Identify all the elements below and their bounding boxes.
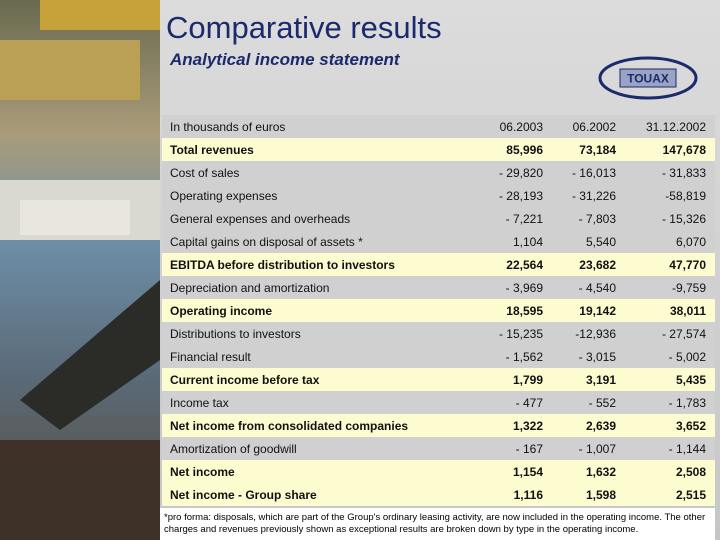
cell-value: 2,515 [675,488,706,502]
row-label: Net income from consolidated companies [170,419,409,433]
table-row: Amortization of goodwill - 167 - 1,007 - 1,… [162,437,715,460]
cell-value: - 28,193 [498,189,543,203]
column-header: In thousands of euros [170,120,286,134]
table-row: Operating expenses - 28,193 - 31,226 -58,81… [162,184,715,207]
table-row: Net income - Group share 1,116 1,598 2,515 [162,483,715,506]
cell-value: - 29,820 [498,166,543,180]
header-row: In thousands of euros 06.2003 06.2002 31.12… [162,115,715,138]
cell-value: - 15,326 [661,212,706,226]
table-row: Distributions to investors - 15,235 -12,93… [162,322,715,345]
cell-value: - 7,221 [505,212,543,226]
cell-value: - 477 [515,396,543,410]
cell-value: 18,595 [506,304,543,318]
row-label: Capital gains on disposal of assets * [170,235,363,249]
table-row: Net income 1,154 1,632 2,508 [162,460,715,483]
cell-value: - 15,235 [498,327,543,341]
cell-value: - 31,226 [571,189,616,203]
row-label: Net income [170,465,235,479]
cell-value: - 167 [515,442,543,456]
cell-value: 19,142 [579,304,616,318]
column-header: 06.2003 [499,120,543,134]
row-label: Current income before tax [170,373,320,387]
cell-value: 5,540 [585,235,616,249]
row-label: General expenses and overheads [170,212,351,226]
row-label: Amortization of goodwill [170,442,297,456]
cell-value: 1,598 [585,488,616,502]
cell-value: 1,632 [585,465,616,479]
table-row: Operating income 18,595 19,142 38,011 [162,299,715,322]
cell-value: 1,322 [512,419,543,433]
cell-value: 38,011 [669,304,706,318]
row-label: Financial result [170,350,251,364]
photo-strip [0,0,160,540]
cell-value: - 16,013 [571,166,616,180]
cell-value: 147,678 [662,143,706,157]
row-label: Depreciation and amortization [170,281,330,295]
cell-value: 1,799 [512,373,543,387]
cell-value: 6,070 [675,235,706,249]
cell-value: -12,936 [575,327,616,341]
cell-value: 47,770 [669,258,706,272]
title: Comparative results [166,10,442,45]
cell-value: 1,116 [513,488,543,502]
cell-value: 3,191 [585,373,616,387]
table-row: Cost of sales - 29,820 - 16,013 - 31,833 [162,161,715,184]
cell-value: 23,682 [579,258,616,272]
row-label: Operating income [170,304,273,318]
subtitle: Analytical income statement [170,50,400,69]
cell-value: - 7,803 [578,212,616,226]
row-label: Distributions to investors [170,327,301,341]
cell-value: - 3,015 [578,350,616,364]
column-header: 31.12.2002 [645,120,706,134]
footnote: *pro forma: disposals, which are part of… [160,508,715,540]
cell-value: 85,996 [506,143,543,157]
cell-value: - 4,540 [578,281,616,295]
cell-value: - 3,969 [505,281,543,295]
logo: TOUAX [598,56,698,100]
cell-value: - 1,562 [505,350,543,364]
cell-value: - 1,144 [668,442,706,456]
cell-value: - 552 [588,396,616,410]
table-row: Income tax - 477 - 552 - 1,783 [162,391,715,414]
table-row: Current income before tax 1,799 3,191 5,435 [162,368,715,391]
table-row: Capital gains on disposal of assets * 1,1… [162,230,715,253]
cell-value: 2,508 [675,465,706,479]
cell-value: 3,652 [675,419,706,433]
row-label: Total revenues [170,143,254,157]
cell-value: - 1,783 [668,396,706,410]
cell-value: 1,104 [512,235,543,249]
cell-value: 22,564 [506,258,543,272]
cell-value: 2,639 [585,419,616,433]
cell-value: -9,759 [671,281,706,295]
cell-value: - 1,007 [578,442,616,456]
table-row: General expenses and overheads - 7,221 - 7… [162,207,715,230]
cell-value: 1,154 [512,465,543,479]
cell-value: 5,435 [675,373,706,387]
row-label: Cost of sales [170,166,240,180]
row-label: EBITDA before distribution to investors [170,258,395,272]
cell-value: - 5,002 [668,350,706,364]
table-row: Financial result - 1,562 - 3,015 - 5,002 [162,345,715,368]
table-row: Total revenues 85,996 73,184 147,678 [162,138,715,161]
row-label: Operating expenses [170,189,278,203]
row-label: Net income - Group share [170,488,317,502]
row-label: Income tax [170,396,229,410]
cell-value: -58,819 [665,189,706,203]
table-row: Depreciation and amortization - 3,969 - 4,… [162,276,715,299]
table-row: EBITDA before distribution to investors 2… [162,253,715,276]
table-row: Net income from consolidated companies 1,… [162,414,715,437]
cell-value: - 31,833 [661,166,706,180]
table: In thousands of euros 06.2003 06.2002 31.12… [162,115,715,506]
logo-text: TOUAX [627,72,669,86]
column-header: 06.2002 [572,120,616,134]
cell-value: - 27,574 [661,327,706,341]
cell-value: 73,184 [579,143,616,157]
